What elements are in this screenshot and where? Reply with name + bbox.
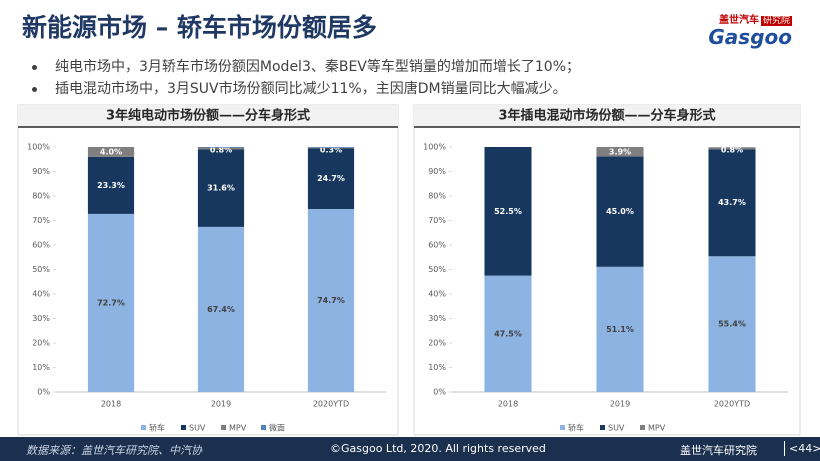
logo-en: Gasgoo xyxy=(708,25,792,49)
bar-segment xyxy=(708,147,756,150)
y-tick-label: 90% xyxy=(428,167,446,176)
bar-segment xyxy=(596,156,644,267)
legend-label: SUV xyxy=(189,424,206,433)
data-label: 45.0% xyxy=(606,207,634,216)
bar-segment xyxy=(197,147,245,150)
legend-label: 微面 xyxy=(269,423,285,433)
y-tick-label: 50% xyxy=(428,265,446,274)
data-label: 72.7% xyxy=(97,298,125,307)
source: 数据来源：盖世汽车研究院、中汽协 xyxy=(26,444,202,457)
y-tick-label: 80% xyxy=(32,192,50,201)
footer: 数据来源：盖世汽车研究院、中汽协 ©Gasgoo Ltd, 2020. All … xyxy=(0,437,820,461)
data-label: 23.3% xyxy=(97,181,125,190)
y-tick-label: 20% xyxy=(32,339,50,348)
data-label: 4.0% xyxy=(100,147,122,156)
y-tick-label: 70% xyxy=(32,216,50,225)
bullet-text: 插电混动市场中，3月SUV市场份额同比减少11%，主因唐DM销量同比大幅减少。 xyxy=(55,81,567,97)
data-label: 74.7% xyxy=(317,296,345,305)
x-tick-label: 2019 xyxy=(211,400,231,409)
y-tick-label: 30% xyxy=(428,314,446,323)
title-bar xyxy=(414,105,800,127)
separator xyxy=(784,441,785,456)
y-tick-label: 60% xyxy=(32,241,50,250)
y-tick-label: 0% xyxy=(37,388,50,397)
title-bar xyxy=(18,105,398,127)
data-label: 55.4% xyxy=(718,320,746,329)
legend-label: SUV xyxy=(608,424,625,433)
copyright: ©Gasgoo Ltd, 2020. All rights reserved xyxy=(330,442,546,455)
bullet: 纯电市场中，3月轿车市场份额因Model3、秦BEV等车型销量的增加而增长了10… xyxy=(30,56,580,78)
y-tick-label: 30% xyxy=(32,314,50,323)
bar-segment xyxy=(596,147,644,157)
chart-title: 3年插电混动市场份额——分车身形式 xyxy=(498,108,715,124)
bar-segment xyxy=(708,256,756,392)
bullet-text: 纯电市场中，3月轿车市场份额因Model3、秦BEV等车型销量的增加而增长了10… xyxy=(55,59,580,75)
legend-swatch xyxy=(141,425,146,430)
bar-segment xyxy=(484,275,532,392)
slide-title: 新能源市场 – 轿车市场份额居多 xyxy=(22,13,377,42)
data-label: 0.3% xyxy=(320,146,342,155)
data-label: 0.8% xyxy=(210,146,232,155)
bar-segment xyxy=(307,208,355,392)
y-tick-label: 0% xyxy=(433,388,446,397)
y-tick-label: 10% xyxy=(32,363,50,372)
x-tick-label: 2020YTD xyxy=(714,400,750,409)
data-label: 3.9% xyxy=(609,147,631,156)
bar-segment xyxy=(87,156,135,214)
y-tick-label: 40% xyxy=(428,290,446,299)
y-tick-label: 60% xyxy=(428,241,446,250)
y-tick-label: 50% xyxy=(32,265,50,274)
data-label: 43.7% xyxy=(718,198,746,207)
x-tick-label: 2019 xyxy=(610,400,630,409)
legend-label: MPV xyxy=(229,424,247,433)
legend-swatch xyxy=(181,425,186,430)
y-tick-label: 70% xyxy=(428,216,446,225)
bar-segment xyxy=(87,147,135,157)
bar-segment xyxy=(307,148,355,209)
chart-title: 3年纯电动市场份额——分车身形式 xyxy=(106,108,310,124)
y-tick-label: 40% xyxy=(32,290,50,299)
legend-swatch xyxy=(640,425,645,430)
bar-segment xyxy=(484,147,532,276)
bar-segment xyxy=(708,149,756,257)
bar-segment xyxy=(307,147,355,149)
y-tick-label: 90% xyxy=(32,167,50,176)
legend-swatch xyxy=(560,425,565,430)
x-tick-label: 2020YTD xyxy=(313,400,349,409)
x-tick-label: 2018 xyxy=(498,400,518,409)
bar-segment xyxy=(197,149,245,227)
bar-segment xyxy=(87,213,135,392)
data-label: 52.5% xyxy=(494,207,522,216)
page-number: <44> xyxy=(789,442,820,455)
data-label: 0.8% xyxy=(721,146,743,155)
logo-cn: 盖世汽车 xyxy=(718,15,759,26)
bullet: 插电混动市场中，3月SUV市场份额同比减少11%，主因唐DM销量同比大幅减少。 xyxy=(30,78,580,100)
y-tick-label: 80% xyxy=(428,192,446,201)
org: 盖世汽车研究院 xyxy=(680,444,757,457)
x-tick-label: 2018 xyxy=(101,400,121,409)
y-tick-label: 10% xyxy=(428,363,446,372)
logo: 盖世汽车 研究院 Gasgoo xyxy=(708,8,792,47)
bullets: 纯电市场中，3月轿车市场份额因Model3、秦BEV等车型销量的增加而增长了10… xyxy=(30,56,580,100)
legend-swatch xyxy=(600,425,605,430)
legend-label: MPV xyxy=(648,424,666,433)
data-label: 24.7% xyxy=(317,174,345,183)
data-label: 31.6% xyxy=(207,184,235,193)
data-label: 51.1% xyxy=(606,325,634,334)
legend-label: 轿车 xyxy=(568,423,584,433)
y-tick-label: 20% xyxy=(428,339,446,348)
logo-tag: 研究院 xyxy=(760,16,792,26)
bar-segment xyxy=(197,226,245,392)
y-tick-label: 100% xyxy=(423,143,446,152)
bar-segment xyxy=(307,147,355,148)
legend-label: 轿车 xyxy=(149,423,165,433)
legend-swatch xyxy=(261,425,266,430)
data-label: 67.4% xyxy=(207,305,235,314)
data-label: 47.5% xyxy=(494,329,522,338)
y-tick-label: 100% xyxy=(27,143,50,152)
legend-swatch xyxy=(221,425,226,430)
bar-segment xyxy=(596,266,644,392)
